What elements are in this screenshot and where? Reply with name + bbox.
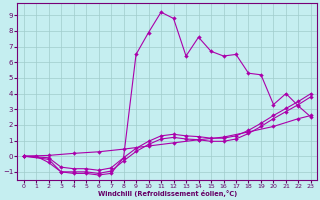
X-axis label: Windchill (Refroidissement éolien,°C): Windchill (Refroidissement éolien,°C) [98, 190, 237, 197]
